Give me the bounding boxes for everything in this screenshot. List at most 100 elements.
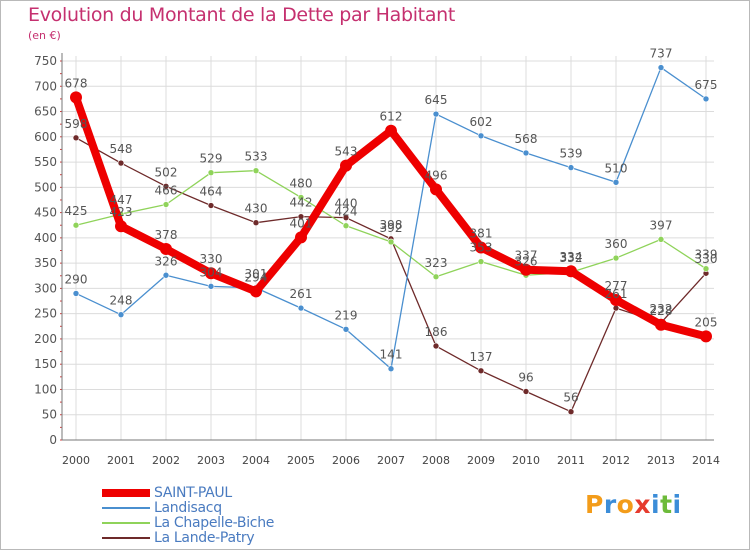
data-label-la-lande-patry: 598: [65, 117, 88, 131]
data-point-landisacq: [72, 290, 80, 297]
data-point-landisacq: [297, 304, 305, 312]
data-point-saint-paul: [250, 285, 262, 298]
data-label-la-chapelle-biche: 529: [200, 152, 223, 166]
data-label-la-lande-patry: 464: [200, 185, 223, 199]
data-point-la-lande-patry: [522, 388, 530, 395]
data-point-saint-paul: [520, 263, 532, 276]
y-tick-label: 350: [34, 256, 57, 270]
data-label-landisacq: 141: [380, 348, 403, 362]
legend-label: Landisacq: [154, 499, 222, 516]
x-tick-label: 2006: [332, 454, 360, 467]
data-point-la-lande-patry: [207, 202, 215, 209]
data-label-saint-paul: 381: [470, 226, 493, 240]
y-tick-label: 600: [34, 130, 57, 144]
data-point-saint-paul: [70, 91, 82, 104]
y-tick-label: 700: [34, 79, 57, 93]
y-tick-label: 550: [34, 155, 57, 169]
data-label-saint-paul: 612: [380, 110, 403, 124]
data-point-saint-paul: [115, 220, 127, 233]
data-label-saint-paul: 294: [245, 270, 268, 284]
data-label-la-lande-patry: 137: [470, 350, 493, 364]
data-point-la-lande-patry: [297, 213, 305, 220]
data-point-landisacq: [117, 311, 125, 318]
data-label-la-lande-patry: 398: [380, 218, 403, 232]
legend-item-landisacq: Landisacq: [102, 499, 274, 516]
x-tick-label: 2000: [62, 454, 90, 467]
data-label-saint-paul: 378: [155, 228, 178, 242]
data-point-la-chapelle-biche: [207, 169, 215, 176]
data-point-landisacq: [207, 283, 215, 290]
legend-swatch: [102, 488, 150, 497]
legend-item-la-lande-patry: La Lande-Patry: [102, 530, 274, 546]
data-point-la-chapelle-biche: [342, 222, 350, 230]
proxiti-logo: Proxiti: [585, 490, 682, 519]
data-point-la-chapelle-biche: [702, 265, 710, 272]
data-label-landisacq: 675: [695, 78, 718, 92]
logo-letter: i: [672, 490, 682, 519]
data-label-landisacq: 539: [560, 147, 583, 161]
data-label-la-chapelle-biche: 360: [605, 237, 628, 251]
legend-label: La Chapelle-Biche: [154, 514, 275, 531]
data-point-la-lande-patry: [432, 342, 440, 350]
data-label-landisacq: 602: [470, 115, 493, 129]
y-tick-label: 100: [34, 382, 57, 396]
data-point-la-chapelle-biche: [612, 254, 620, 262]
data-label-saint-paul: 228: [650, 304, 673, 318]
data-label-landisacq: 219: [335, 308, 358, 322]
x-tick-label: 2005: [287, 454, 315, 467]
chart-subtitle: (en €): [28, 29, 61, 42]
logo-letter: t: [660, 490, 673, 519]
data-label-la-lande-patry: 186: [425, 325, 448, 339]
x-tick-label: 2007: [377, 454, 405, 467]
data-label-landisacq: 301: [245, 267, 268, 281]
legend-swatch: [102, 521, 150, 524]
data-point-saint-paul: [295, 231, 307, 244]
data-point-la-chapelle-biche: [252, 167, 260, 174]
y-tick-label: 400: [34, 231, 57, 245]
logo-letter: o: [616, 490, 635, 519]
y-tick-label: 0: [49, 433, 57, 447]
data-label-la-chapelle-biche: 425: [65, 204, 88, 218]
data-label-saint-paul: 401: [290, 216, 313, 230]
logo-letter: r: [603, 490, 617, 519]
data-label-la-chapelle-biche: 353: [470, 241, 493, 255]
y-tick-label: 500: [34, 180, 57, 194]
x-tick-label: 2010: [512, 454, 540, 467]
data-label-saint-paul: 205: [695, 315, 718, 329]
data-label-saint-paul: 334: [560, 250, 583, 264]
x-tick-label: 2008: [422, 454, 450, 467]
legend-item-saint-paul: SAINT-PAUL: [102, 484, 274, 501]
x-tick-label: 2009: [467, 454, 495, 467]
data-point-saint-paul: [700, 330, 712, 343]
x-tick-label: 2014: [692, 454, 720, 467]
x-tick-label: 2004: [242, 454, 270, 467]
legend-label: SAINT-PAUL: [154, 484, 232, 501]
legend-swatch: [102, 536, 150, 539]
data-point-saint-paul: [205, 267, 217, 280]
data-point-saint-paul: [385, 124, 397, 137]
data-point-la-chapelle-biche: [477, 258, 485, 265]
y-tick-label: 200: [34, 332, 57, 346]
data-label-saint-paul: 423: [110, 205, 133, 219]
data-label-la-chapelle-biche: 339: [695, 248, 718, 262]
logo-letter: i: [651, 490, 661, 519]
data-label-landisacq: 326: [155, 254, 178, 268]
x-tick-label: 2013: [647, 454, 675, 467]
data-label-la-chapelle-biche: 447: [110, 193, 133, 207]
logo-letter: x: [634, 490, 651, 519]
data-point-la-chapelle-biche: [387, 238, 395, 246]
data-label-landisacq: 248: [110, 294, 133, 308]
data-label-saint-paul: 277: [605, 279, 628, 293]
data-point-la-chapelle-biche: [657, 236, 665, 243]
data-label-landisacq: 290: [65, 272, 88, 286]
data-label-la-chapelle-biche: 392: [380, 221, 403, 235]
data-point-landisacq: [522, 149, 530, 157]
data-label-la-lande-patry: 502: [155, 165, 178, 179]
data-label-saint-paul: 330: [200, 252, 223, 266]
data-point-landisacq: [477, 132, 485, 140]
data-point-la-chapelle-biche: [432, 273, 440, 281]
chart-title: Evolution du Montant de la Dette par Hab…: [28, 4, 456, 26]
data-point-la-lande-patry: [342, 214, 350, 221]
data-label-la-chapelle-biche: 332: [560, 251, 583, 265]
data-label-la-chapelle-biche: 533: [245, 150, 268, 164]
